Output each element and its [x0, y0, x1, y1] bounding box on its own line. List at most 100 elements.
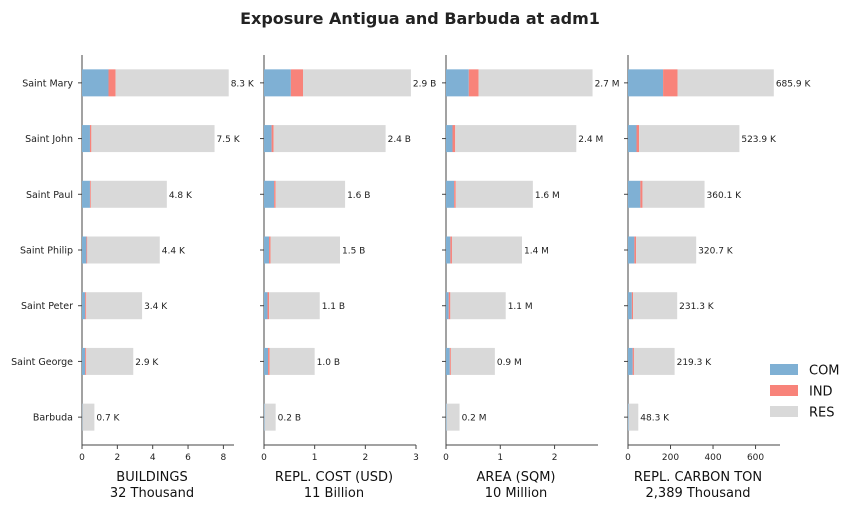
legend-swatch-com: [770, 364, 798, 375]
category-label: Saint Paul: [26, 190, 73, 201]
bar-res: [86, 347, 134, 375]
bar-com: [82, 236, 87, 264]
bar-ind: [450, 236, 452, 264]
x-axis-label: REPL. COST (USD): [275, 470, 393, 485]
bar-ind: [468, 69, 479, 97]
bar-ind: [89, 125, 92, 153]
bar-com: [446, 69, 469, 97]
bar-com: [82, 125, 90, 153]
bar-com: [628, 125, 637, 153]
x-tick-label: 0: [443, 453, 449, 463]
bar-res: [264, 403, 276, 431]
bar-total-label: 523.9 K: [741, 135, 777, 145]
bar-ind: [85, 347, 87, 375]
panel-2: 2.9 B 2.4 B 1.6 B 1.5 B 1.1 B 1.0 B 0.2 B 0 1 2 3 R…: [260, 55, 436, 501]
x-tick-label: 4: [150, 453, 156, 463]
bar-com: [264, 180, 275, 208]
bar-com: [446, 347, 450, 375]
bar-res: [451, 236, 522, 264]
bar-total-label: 231.3 K: [679, 302, 715, 312]
bar-total-label: 1.6 M: [535, 191, 560, 201]
x-tick-label: 1: [312, 453, 318, 463]
bar-com: [264, 347, 269, 375]
bar-ind: [634, 236, 637, 264]
bar-total-label: 1.5 B: [342, 247, 365, 257]
bar-res: [269, 347, 315, 375]
bar-total-label: 1.4 M: [524, 247, 549, 257]
bar-com: [264, 236, 270, 264]
bar-res: [273, 125, 386, 153]
bar-res: [628, 403, 639, 431]
bar-total-label: 360.1 K: [707, 191, 743, 201]
bar-res: [303, 69, 411, 97]
x-tick-label: 2: [362, 453, 368, 463]
bar-total-label: 2.7 M: [595, 79, 620, 89]
bar-res: [642, 180, 705, 208]
bar-com: [446, 403, 447, 431]
bar-ind: [269, 236, 271, 264]
chart-legend: COM IND RES: [770, 364, 840, 421]
x-axis-label: BUILDINGS: [116, 470, 187, 485]
bar-res: [275, 180, 346, 208]
bar-ind: [636, 125, 640, 153]
bar-com: [628, 69, 664, 97]
x-axis-total: 32 Thousand: [110, 486, 194, 501]
bar-ind: [454, 180, 456, 208]
bar-ind: [271, 125, 274, 153]
legend-swatch-ind: [770, 385, 798, 396]
bar-ind: [632, 347, 634, 375]
chart-panels: Saint Mary 8.3 K Saint John 7.5 K Saint Paul…: [11, 55, 811, 501]
bar-com: [264, 125, 272, 153]
legend-swatch-res: [770, 406, 798, 417]
bar-ind: [448, 292, 451, 320]
bar-res: [639, 125, 740, 153]
x-tick-label: 8: [221, 453, 227, 463]
bar-total-label: 1.0 B: [317, 358, 340, 368]
bar-total-label: 8.3 K: [231, 79, 255, 89]
bar-ind: [274, 180, 276, 208]
bar-total-label: 2.4 M: [578, 135, 603, 145]
bar-total-label: 48.3 K: [640, 414, 670, 424]
panel-1: Saint Mary 8.3 K Saint John 7.5 K Saint Paul…: [11, 55, 255, 501]
category-label: Saint George: [11, 357, 73, 368]
bar-ind: [268, 347, 270, 375]
x-tick-label: 400: [704, 453, 721, 463]
bar-total-label: 2.4 B: [388, 135, 411, 145]
bar-res: [91, 125, 215, 153]
x-tick-label: 6: [185, 453, 191, 463]
bar-res: [446, 403, 460, 431]
x-tick-label: 2: [114, 453, 120, 463]
bar-total-label: 2.9 K: [135, 358, 159, 368]
x-axis-label: AREA (SQM): [476, 470, 555, 485]
x-tick-label: 3: [413, 453, 419, 463]
panel-3: 2.7 M 2.4 M 1.6 M 1.4 M 1.1 M 0.9 M 0.2 M 0 1 2 AR…: [442, 55, 620, 501]
bar-com: [628, 403, 629, 431]
x-axis-total: 10 Million: [485, 486, 548, 501]
bar-com: [628, 236, 635, 264]
bar-total-label: 219.3 K: [677, 358, 713, 368]
x-tick-label: 0: [625, 453, 631, 463]
bar-res: [450, 292, 506, 320]
bar-res: [269, 292, 320, 320]
bar-com: [82, 69, 109, 97]
x-tick-label: 0: [79, 453, 85, 463]
x-axis-label: REPL. CARBON TON: [634, 470, 762, 485]
bar-res: [478, 69, 593, 97]
bar-ind: [85, 292, 87, 320]
bar-res: [115, 69, 229, 97]
bar-res: [270, 236, 340, 264]
bar-com: [82, 292, 86, 320]
bar-com: [82, 347, 86, 375]
bar-ind: [452, 125, 456, 153]
bar-res: [455, 125, 577, 153]
bar-total-label: 0.2 M: [462, 414, 487, 424]
category-label: Saint Peter: [21, 301, 73, 312]
bar-res: [677, 69, 774, 97]
chart-title: Exposure Antigua and Barbuda at adm1: [240, 9, 600, 28]
bar-res: [87, 236, 160, 264]
category-label: Saint John: [25, 134, 73, 145]
bar-res: [450, 347, 495, 375]
bar-ind: [449, 347, 451, 375]
bar-com: [628, 292, 632, 320]
panel-4: 685.9 K 523.9 K 360.1 K 320.7 K 231.3 K 219.3…: [624, 55, 811, 501]
